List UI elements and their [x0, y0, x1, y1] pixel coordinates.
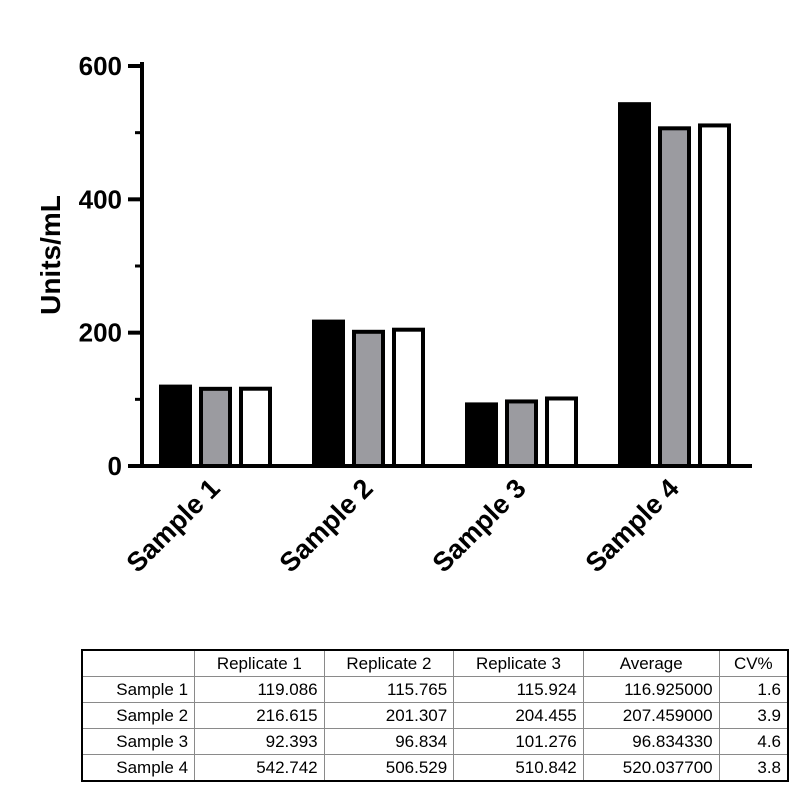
table-cell: 520.037700: [582, 754, 720, 781]
table-cell: 3.9: [718, 702, 789, 729]
row-label: Sample 3: [81, 728, 196, 755]
table-row: Sample 2 216.615 201.307 204.455 207.459…: [81, 702, 789, 729]
table-cell: 115.765: [323, 676, 455, 703]
table-header-cell: Average: [582, 650, 720, 677]
bar-1-1: [159, 384, 192, 469]
row-label: Sample 1: [81, 676, 196, 703]
y-tick-label: 400: [79, 184, 122, 214]
table-row: Sample 1 119.086 115.765 115.924 116.925…: [81, 676, 789, 703]
row-label: Sample 4: [81, 754, 196, 781]
bar-2-2: [352, 329, 385, 468]
table-cell: 101.276: [453, 728, 584, 755]
x-category-label: Sample 3: [427, 473, 532, 578]
bar-4-1: [618, 102, 651, 468]
bars-group: [159, 102, 731, 469]
table-cell: 207.459000: [582, 702, 720, 729]
x-category-label: Sample 4: [580, 473, 685, 578]
table-header-cell: Replicate 2: [323, 650, 455, 677]
bar-3-2: [505, 399, 538, 468]
data-table: Replicate 1 Replicate 2 Replicate 3 Aver…: [81, 649, 789, 782]
x-category-label: Sample 2: [274, 473, 379, 578]
table-cell: 96.834330: [582, 728, 720, 755]
bar-4-2: [658, 126, 691, 468]
table-cell: 116.925000: [582, 676, 720, 703]
row-label: Sample 2: [81, 702, 196, 729]
y-axis-label: Units/mL: [35, 195, 66, 315]
table-header-cell: [81, 650, 196, 677]
bar-4-3: [698, 123, 731, 469]
table-cell: 119.086: [194, 676, 325, 703]
table-cell: 4.6: [718, 728, 789, 755]
y-tick-label: 0: [108, 451, 122, 481]
table-cell: 92.393: [194, 728, 325, 755]
x-category-label: Sample 1: [121, 473, 226, 578]
y-ticks-group: 0 200 400 600: [79, 51, 142, 481]
table-cell: 115.924: [453, 676, 584, 703]
bar-1-3: [239, 386, 272, 469]
table-cell: 201.307: [323, 702, 455, 729]
table-cell: 3.8: [718, 754, 789, 781]
bar-3-1: [465, 402, 498, 468]
bar-2-1: [312, 319, 345, 468]
bar-1-2: [199, 386, 232, 468]
x-labels-group: Sample 1 Sample 2 Sample 3 Sample 4: [121, 473, 685, 578]
table-header-row: Replicate 1 Replicate 2 Replicate 3 Aver…: [81, 650, 789, 677]
table-cell: 204.455: [453, 702, 584, 729]
table-row: Sample 3 92.393 96.834 101.276 96.834330…: [81, 728, 789, 755]
table-cell: 1.6: [718, 676, 789, 703]
table-cell: 510.842: [453, 754, 584, 781]
table-cell: 506.529: [323, 754, 455, 781]
table-cell: 542.742: [194, 754, 325, 781]
bar-3-3: [545, 396, 578, 468]
table-cell: 216.615: [194, 702, 325, 729]
table-row: Sample 4 542.742 506.529 510.842 520.037…: [81, 754, 789, 781]
table-header-cell: CV%: [718, 650, 789, 677]
table-cell: 96.834: [323, 728, 455, 755]
y-tick-label: 200: [79, 318, 122, 348]
bar-2-3: [392, 327, 425, 468]
y-tick-label: 600: [79, 51, 122, 81]
table-header-cell: Replicate 3: [453, 650, 584, 677]
table-header-cell: Replicate 1: [194, 650, 325, 677]
